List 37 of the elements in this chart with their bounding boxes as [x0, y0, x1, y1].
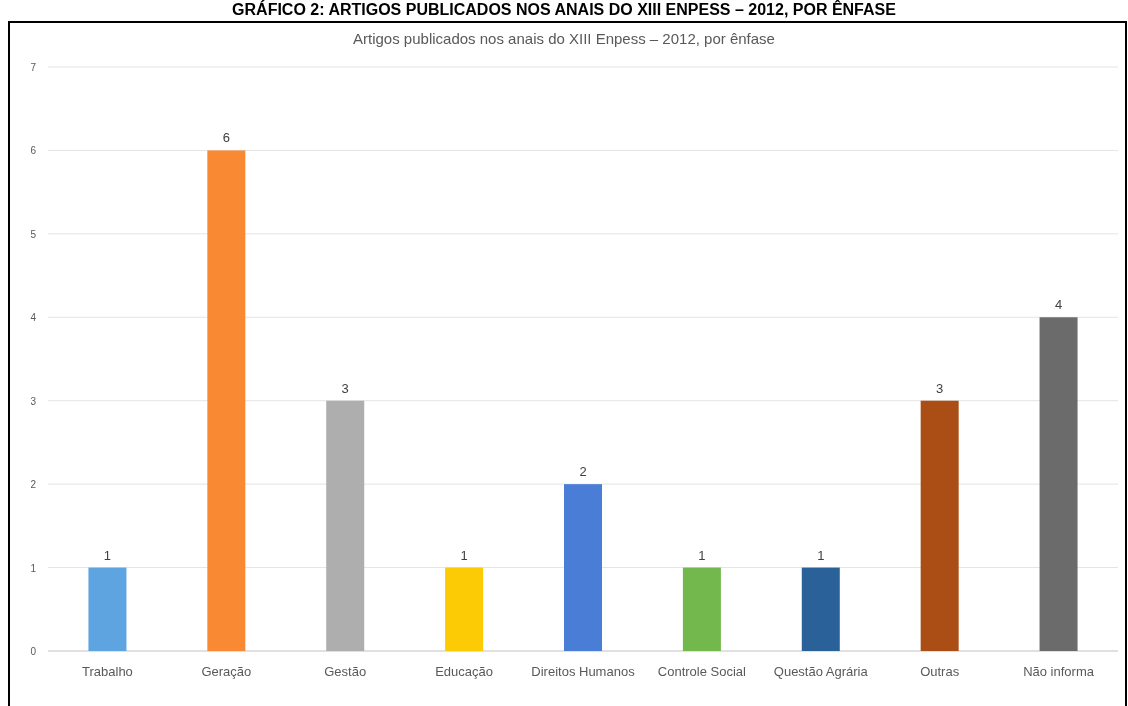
data-label: 1 [460, 547, 468, 563]
x-tick-label: Geração [201, 664, 252, 679]
x-tick-label: Gestão [324, 664, 367, 679]
x-tick-label: Direitos Humanos [531, 664, 636, 679]
chart-subtitle: Artigos publicados nos anais do XIII Enpess – 2012, por ênfase [353, 30, 775, 47]
x-tick-label: Outras [920, 664, 960, 679]
y-tick-label: 0 [30, 646, 37, 657]
bar [920, 400, 959, 651]
data-label: 4 [1054, 297, 1063, 313]
y-tick-label: 4 [30, 312, 37, 324]
y-tick-label: 3 [30, 395, 37, 407]
chart-title: GRÁFICO 2: ARTIGOS PUBLICADOS NOS ANAIS DO XIII ENPESS – 2012, POR ÊNFASE [232, 0, 897, 18]
bar [1039, 317, 1078, 651]
bar [207, 150, 246, 651]
y-tick-label: 2 [30, 479, 37, 491]
x-tick-label: Trabalho [82, 664, 133, 679]
bar [564, 484, 602, 651]
bar [445, 567, 484, 651]
y-tick-label: 6 [30, 145, 37, 157]
data-label: 3 [936, 380, 944, 396]
y-tick-label: 7 [30, 62, 37, 73]
x-tick-label: Questão Agrária [773, 664, 869, 679]
data-label: 1 [817, 547, 825, 563]
bar [326, 400, 365, 651]
data-label: 1 [103, 547, 112, 563]
x-tick-label: Não informa [1023, 664, 1095, 679]
x-tick-label: Controle Social [657, 664, 747, 679]
data-label: 2 [579, 464, 587, 480]
data-label: 3 [341, 380, 349, 396]
data-label: 1 [698, 547, 706, 563]
bar [88, 567, 127, 651]
bar [801, 567, 840, 651]
bar [682, 567, 721, 651]
y-tick-label: 1 [30, 562, 37, 574]
data-label: 6 [222, 130, 230, 146]
x-tick-label: Educação [435, 664, 494, 679]
y-tick-label: 5 [30, 228, 37, 240]
